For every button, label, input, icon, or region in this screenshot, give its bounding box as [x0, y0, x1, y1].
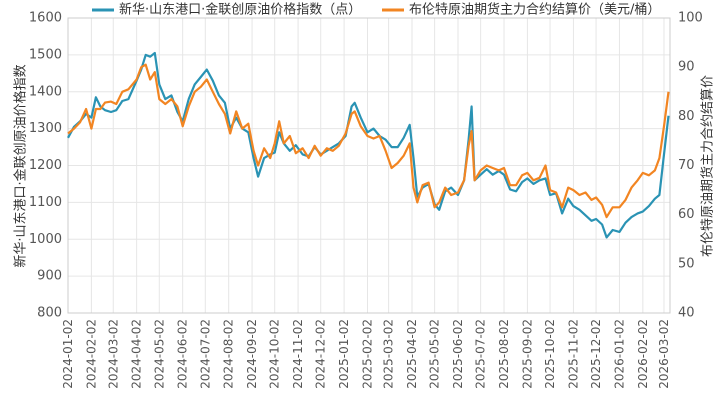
y-right-tick-label: 70: [678, 158, 695, 173]
x-tick-label: 2025-06-02: [451, 319, 465, 389]
y-left-tick-label: 1600: [29, 11, 62, 26]
x-tick-label: 2024-05-02: [152, 319, 166, 389]
series-layer: [67, 51, 670, 239]
y-right-tick-label: 100: [678, 11, 703, 26]
y-axis-right-title: 布伦特原油期货主力合约结算价: [700, 75, 716, 257]
y-left-tick-label: 1500: [29, 47, 62, 62]
x-axis: 2024-01-02 2024-02-02 2024-03-02 2024-04-02…: [61, 319, 671, 389]
y-right-tick-label: 40: [678, 306, 695, 321]
x-tick-label: 2025-11-02: [566, 319, 580, 389]
y-right-tick-label: 60: [678, 207, 695, 222]
series-line-2: [67, 63, 670, 219]
x-tick-label: 2025-01-02: [337, 319, 351, 389]
x-tick-label: 2024-11-02: [291, 319, 305, 389]
x-tick-label: 2024-02-02: [84, 319, 98, 389]
y-left-tick-label: 900: [37, 269, 62, 284]
x-tick-label: 2025-10-02: [543, 319, 557, 389]
x-tick-label: 2025-08-02: [497, 319, 511, 389]
x-tick-label: 2025-04-02: [405, 319, 419, 389]
x-tick-label: 2025-02-02: [360, 319, 374, 389]
x-tick-label: 2024-07-02: [198, 319, 212, 389]
y-left-tick-label: 800: [37, 306, 62, 321]
plot-frame: [67, 17, 671, 314]
x-tick-label: 2025-07-02: [474, 319, 488, 389]
y-right-tick-label: 80: [678, 109, 695, 124]
x-tick-label: 2024-01-02: [61, 319, 75, 389]
x-tick-label: 2024-08-02: [222, 319, 236, 389]
y-axis-left-title: 新华·山东港口·金联创原油价格指数: [13, 64, 29, 267]
x-tick-label: 2024-04-02: [130, 319, 144, 389]
y-left-tick-label: 1200: [29, 158, 62, 173]
y-left-tick-label: 1400: [29, 84, 62, 99]
x-tick-label: 2024-10-02: [268, 319, 282, 389]
series-line-1: [67, 51, 670, 239]
y-axis-right: 40 50 60 70 80 90 100: [678, 11, 703, 321]
x-tick-label: 2026-02-02: [636, 319, 650, 389]
y-axis-left: 800 900 1000 1100 1200 1300 1400 1500 1600: [29, 11, 62, 321]
x-tick-label: 2024-09-02: [245, 319, 259, 389]
y-right-tick-label: 50: [678, 256, 695, 271]
legend-label-1: 新华·山东港口·金联创原油价格指数（点）: [119, 2, 361, 18]
y-left-tick-label: 1300: [29, 121, 62, 136]
legend-label-2: 布伦特原油期货主力合约结算价（美元/桶）: [409, 2, 660, 18]
x-tick-label: 2025-03-02: [382, 319, 396, 389]
legend: 新华·山东港口·金联创原油价格指数（点） 布伦特原油期货主力合约结算价（美元/桶）: [92, 2, 660, 18]
x-tick-label: 2025-12-02: [589, 319, 603, 389]
x-tick-label: 2025-09-02: [520, 319, 534, 389]
y-left-tick-label: 1100: [29, 195, 62, 210]
x-tick-label: 2025-05-02: [428, 319, 442, 389]
x-tick-label: 2026-01-02: [612, 319, 626, 389]
x-tick-label: 2026-03-02: [657, 319, 671, 389]
y-right-tick-label: 90: [678, 60, 695, 75]
grid-lines: [67, 17, 670, 314]
x-tick-label: 2024-03-02: [106, 319, 120, 389]
x-tick-label: 2024-12-02: [314, 319, 328, 389]
x-tick-label: 2024-06-02: [176, 319, 190, 389]
y-left-tick-label: 1000: [29, 232, 62, 247]
